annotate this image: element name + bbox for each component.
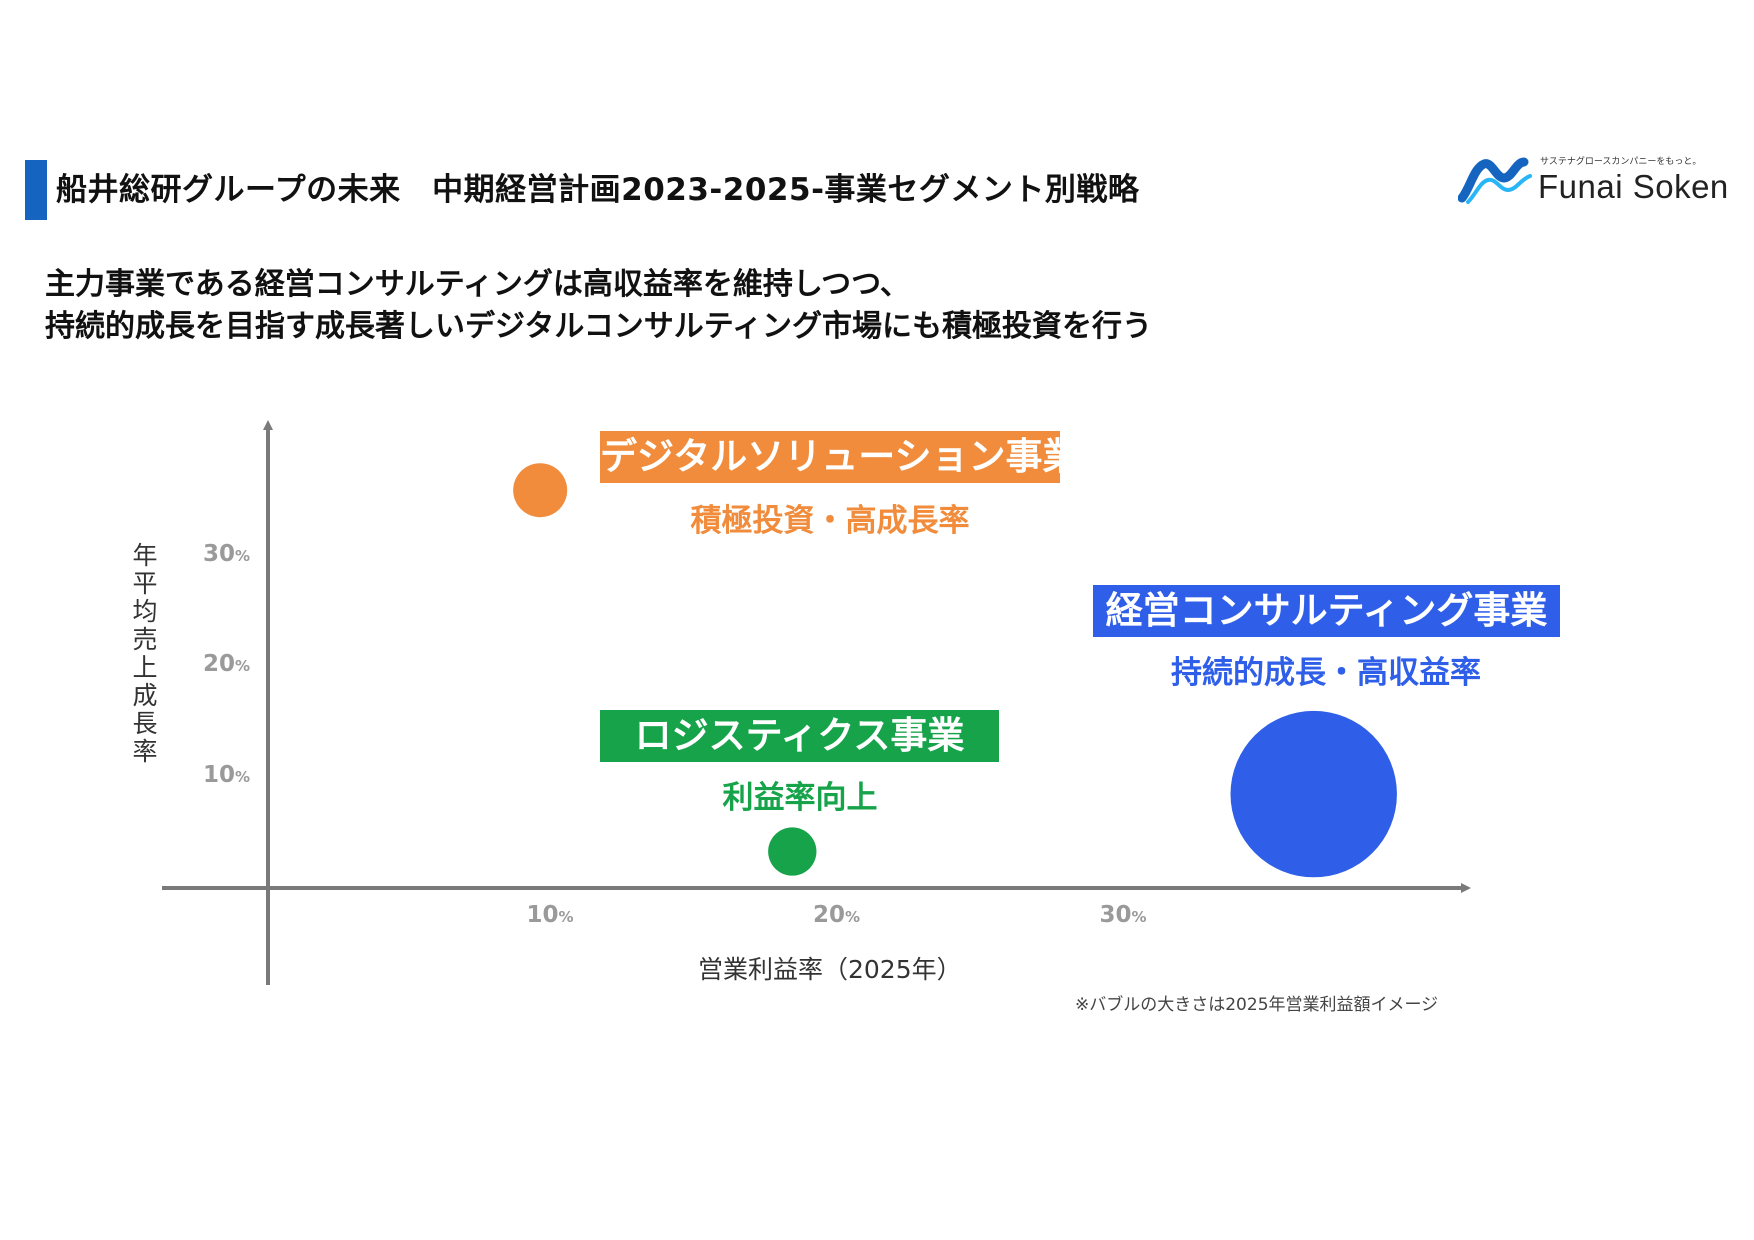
chart-footnote: ※バブルの大きさは2025年営業利益額イメージ — [1075, 995, 1439, 1015]
segment-sublabel-1: 持続的成長・高収益率 — [1171, 655, 1481, 691]
headline-line-2: 持続的成長を目指す成長著しいデジタルコンサルティング市場にも積極投資を行う — [45, 309, 1152, 344]
bubble-1 — [1230, 710, 1397, 878]
x-tick-label: 20% — [813, 902, 861, 928]
y-tick-label: 30% — [203, 540, 251, 567]
segment-label-2: ロジスティクス事業 — [600, 710, 999, 762]
title-accent-bar — [25, 160, 47, 220]
y-axis-title: 年平均売上成長率 — [132, 541, 158, 766]
slide-title: 船井総研グループの未来 中期経営計画2023-2025-事業セグメント別戦略 — [56, 172, 1140, 208]
segment-sublabel-0: 積極投資・高成長率 — [690, 503, 970, 539]
segment-label-0: デジタルソリューション事業 — [600, 431, 1080, 483]
x-tick-label: 10% — [526, 902, 574, 928]
x-tick-label: 30% — [1099, 902, 1147, 928]
segment-sublabel-2: 利益率向上 — [722, 780, 878, 816]
logo-brand-name: Funai Soken — [1538, 168, 1729, 205]
bubble-0 — [513, 463, 568, 518]
headline: 主力事業である経営コンサルティングは高収益率を維持しつつ、 持続的成長を目指す成… — [45, 264, 1152, 348]
headline-line-1: 主力事業である経営コンサルティングは高収益率を維持しつつ、 — [45, 267, 910, 302]
y-tick-label: 10% — [203, 761, 251, 788]
company-logo: サステナグロースカンパニーをもっと。 Funai Soken — [1458, 150, 1728, 210]
y-tick-label: 20% — [203, 651, 251, 677]
bubble-2 — [768, 827, 817, 876]
logo-tagline: サステナグロースカンパニーをもっと。 — [1540, 157, 1702, 167]
x-axis-title: 営業利益率（2025年） — [698, 955, 962, 984]
funai-wave-logo-icon — [1458, 157, 1532, 204]
segment-label-1: 経営コンサルティング事業 — [1093, 585, 1560, 637]
